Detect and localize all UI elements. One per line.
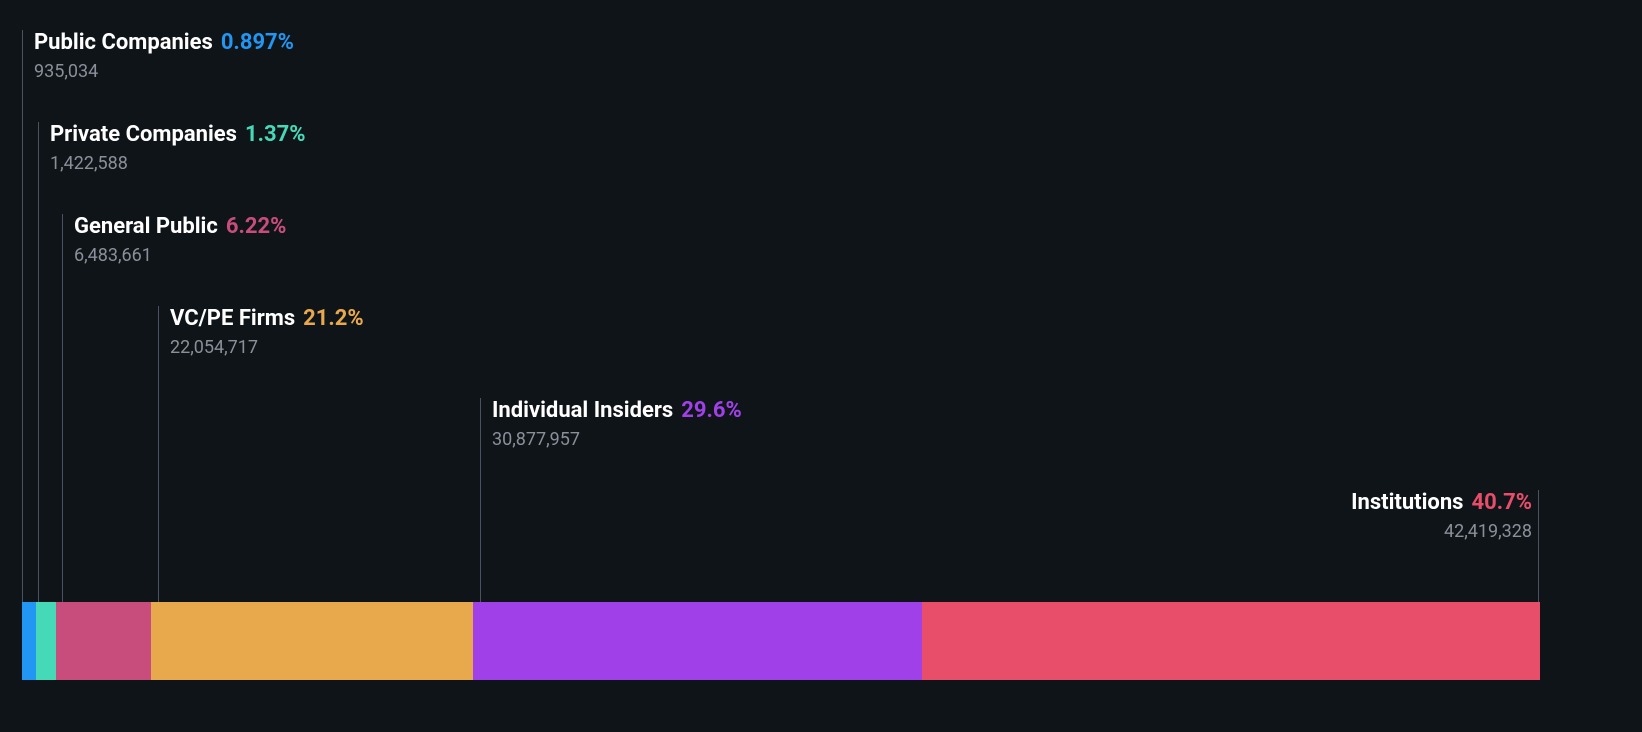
divider-public-companies <box>22 30 23 602</box>
bar-segment-public-companies[interactable] <box>22 602 36 680</box>
label-vcpe-firms: VC/PE Firms 21.2% 22,054,717 <box>170 306 364 358</box>
label-general-public: General Public 6.22% 6,483,661 <box>74 214 286 266</box>
bar-segment-private-companies[interactable] <box>36 602 57 680</box>
label-value: 1,422,588 <box>50 153 305 174</box>
bar-segment-individual-insiders[interactable] <box>473 602 922 680</box>
label-individual-insiders: Individual Insiders 29.6% 30,877,957 <box>492 398 742 450</box>
label-name: VC/PE Firms <box>170 306 295 331</box>
label-private-companies: Private Companies 1.37% 1,422,588 <box>50 122 305 174</box>
divider-vcpe-firms <box>158 306 159 602</box>
stacked-bar <box>22 602 1540 680</box>
divider-general-public <box>62 214 63 602</box>
divider-institutions <box>1538 490 1539 602</box>
bar-segment-general-public[interactable] <box>56 602 150 680</box>
ownership-chart: Public Companies 0.897% 935,034 Private … <box>22 30 1620 690</box>
label-value: 30,877,957 <box>492 429 742 450</box>
label-name: Public Companies <box>34 30 213 55</box>
bar-segment-institutions[interactable] <box>922 602 1540 680</box>
label-percent: 21.2% <box>303 306 364 331</box>
label-name: Private Companies <box>50 122 237 147</box>
label-name: Individual Insiders <box>492 398 673 423</box>
label-name: Institutions <box>1351 490 1463 515</box>
bar-segment-vcpe-firms[interactable] <box>151 602 473 680</box>
label-percent: 40.7% <box>1471 490 1532 515</box>
label-institutions: Institutions 40.7% 42,419,328 <box>1351 490 1532 542</box>
label-value: 22,054,717 <box>170 337 364 358</box>
label-percent: 0.897% <box>221 30 294 55</box>
divider-private-companies <box>38 122 39 602</box>
label-value: 935,034 <box>34 61 294 82</box>
divider-individual-insiders <box>480 398 481 602</box>
label-public-companies: Public Companies 0.897% 935,034 <box>34 30 294 82</box>
label-percent: 29.6% <box>681 398 742 423</box>
label-value: 6,483,661 <box>74 245 286 266</box>
label-percent: 6.22% <box>226 214 287 239</box>
label-percent: 1.37% <box>245 122 306 147</box>
label-value: 42,419,328 <box>1351 521 1532 542</box>
label-name: General Public <box>74 214 218 239</box>
